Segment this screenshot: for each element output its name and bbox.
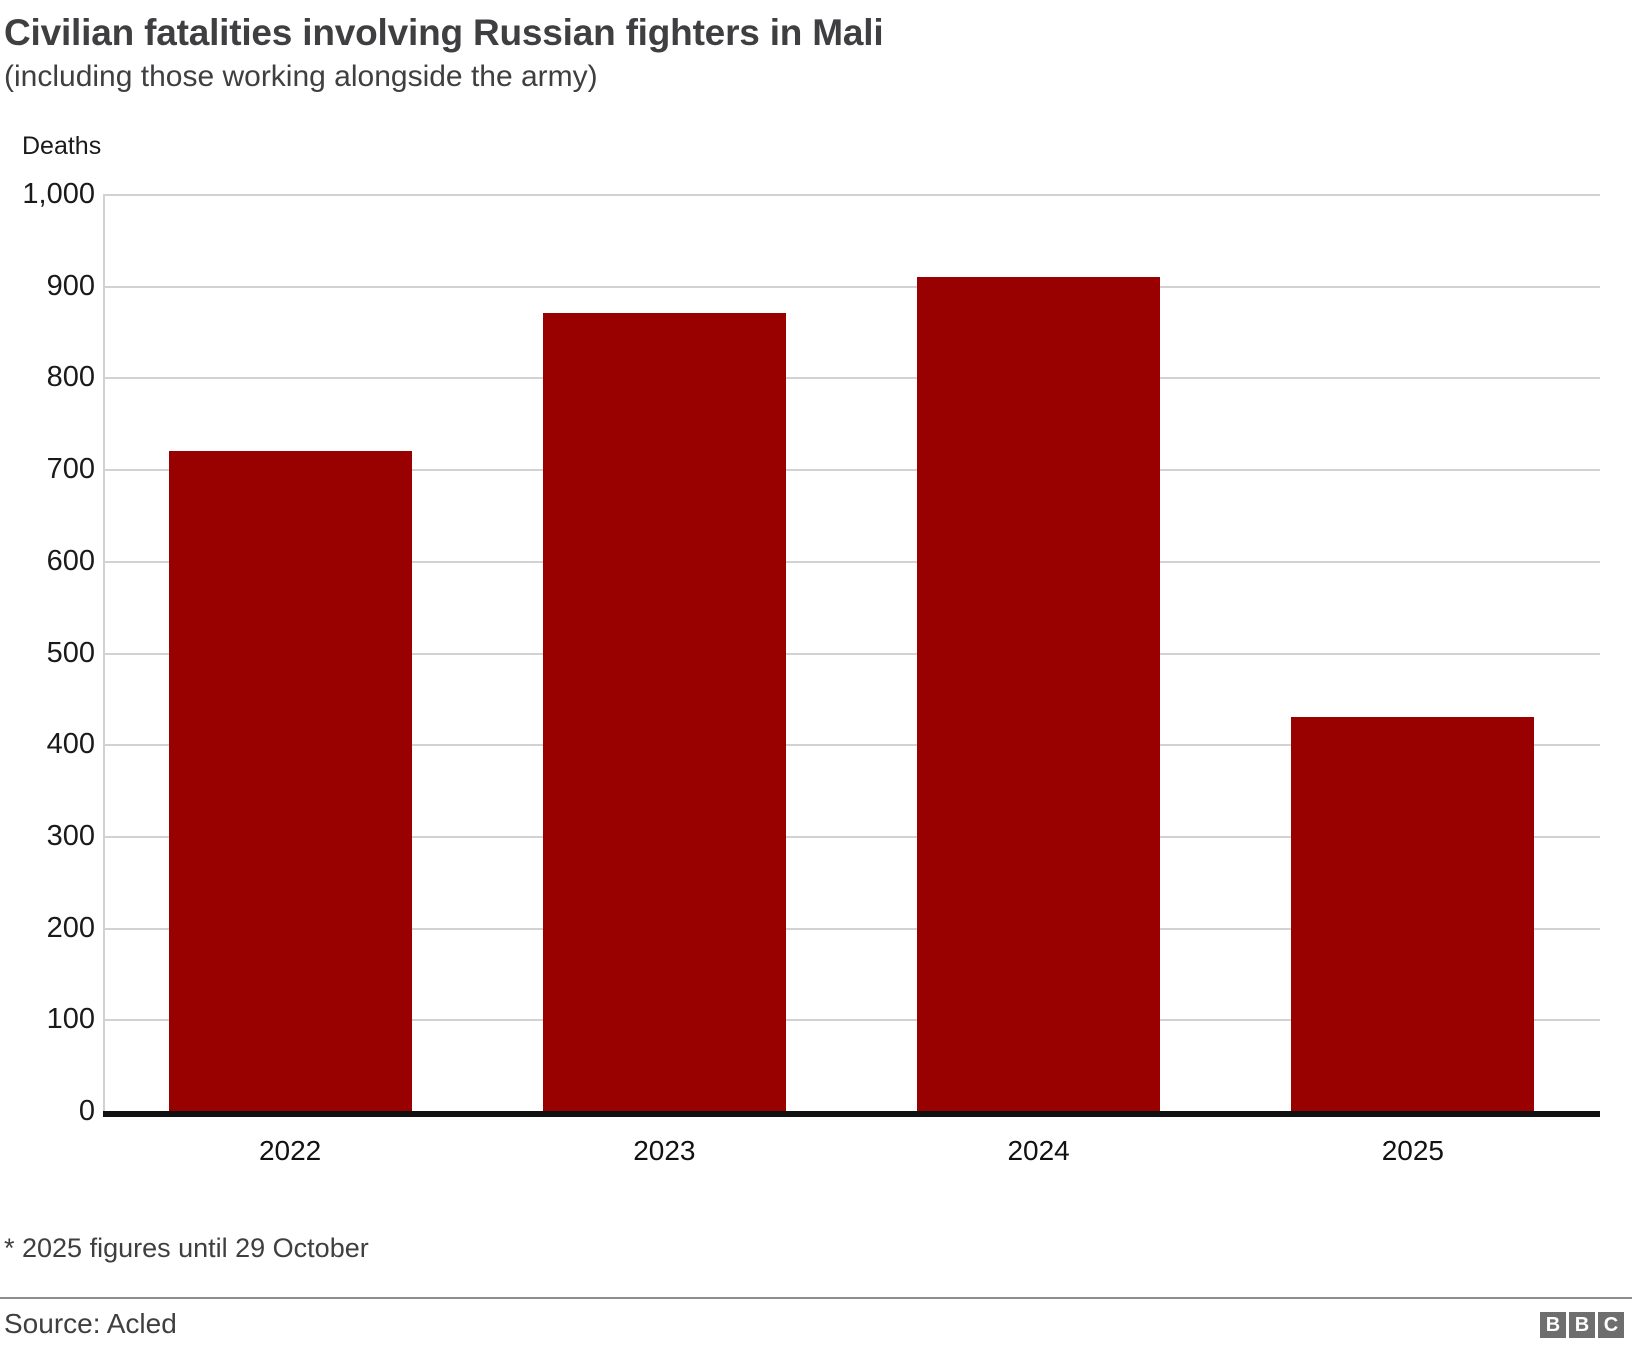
bbc-logo-letter-3: C (1598, 1312, 1624, 1338)
gridline (103, 1019, 1600, 1022)
y-axis-tick-label: 400 (46, 728, 95, 761)
chart-subtitle: (including those working alongside the a… (4, 60, 598, 93)
y-axis-tick-label: 700 (46, 453, 95, 486)
bar-chart: Deaths 0 100 200 300 400 500 600 700 800 900 1,000… (0, 125, 1632, 1200)
gridline (103, 927, 1600, 930)
bbc-logo: B B C (1540, 1312, 1624, 1338)
gridline (103, 560, 1600, 563)
plot-area (103, 194, 1600, 1111)
chart-header: Civilian fatalities involving Russian fi… (0, 0, 1632, 96)
gridline (103, 285, 1600, 288)
y-axis-tick-label: 800 (46, 361, 95, 394)
bar-2024[interactable] (917, 276, 1161, 1111)
y-axis-tick-label: 1,000 (22, 178, 95, 210)
x-axis-line (103, 1111, 1600, 1117)
x-axis-tick-label-2024: 2024 (1007, 1135, 1070, 1166)
bbc-logo-letter-2: B (1569, 1312, 1595, 1338)
bar-2025[interactable] (1291, 716, 1535, 1111)
source-label: Source: Acled (4, 1308, 177, 1339)
y-axis-tick-label: 300 (46, 819, 95, 852)
bar-2022[interactable] (168, 450, 412, 1111)
gridline (103, 469, 1600, 472)
y-axis-tick-label: 0 (78, 1095, 95, 1127)
x-axis-tick-label-2022: 2022 (258, 1135, 322, 1166)
bar-2023[interactable] (542, 313, 786, 1111)
gridline (103, 744, 1600, 747)
bbc-logo-letter-1: B (1540, 1312, 1566, 1338)
x-axis-tick-label-2025: 2025 (1381, 1135, 1445, 1166)
y-axis-tick-label: 900 (46, 269, 95, 302)
x-axis-tick-label-2023: 2023 (633, 1135, 696, 1166)
y-axis-tick-label: 600 (46, 544, 95, 577)
gridline (103, 377, 1600, 380)
gridline (103, 194, 1600, 196)
page-title: Civilian fatalities involving Russian fi… (4, 12, 884, 53)
gridline (103, 835, 1600, 838)
y-axis-tick-label: 100 (46, 1003, 95, 1036)
chart-footnote: * 2025 figures until 29 October (4, 1233, 369, 1263)
gridline (103, 652, 1600, 655)
y-axis-tick-label: 200 (46, 911, 95, 944)
y-axis-tick-label: 500 (46, 636, 95, 669)
y-axis-title: Deaths (22, 132, 102, 160)
source-divider (0, 1297, 1632, 1299)
